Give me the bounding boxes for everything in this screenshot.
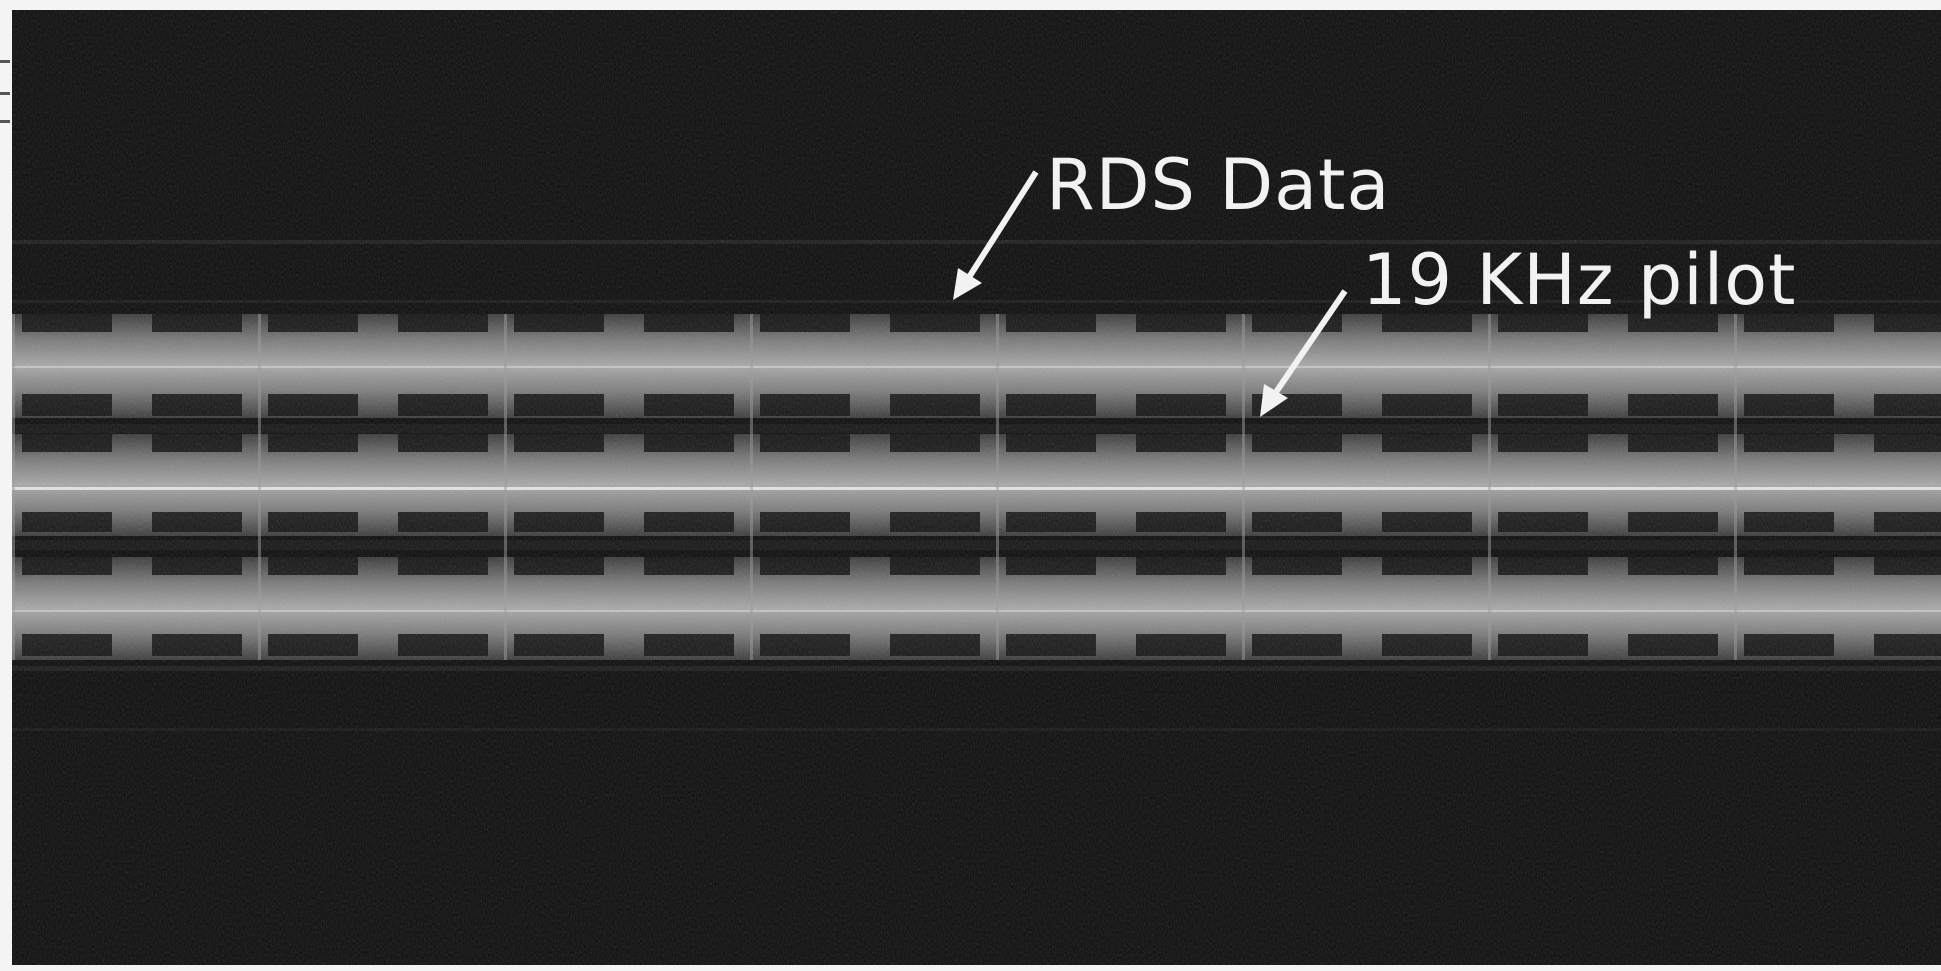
arrow-rds bbox=[953, 170, 1039, 300]
axis-tick bbox=[0, 92, 10, 95]
axis-tick bbox=[0, 120, 10, 123]
arrow-pilot bbox=[1260, 289, 1348, 417]
rds-data-label: RDS Data bbox=[1046, 144, 1391, 226]
axis-tick bbox=[0, 60, 10, 63]
noise-overlay bbox=[12, 10, 1941, 965]
pilot-19khz-label: 19 KHz pilot bbox=[1362, 239, 1797, 321]
